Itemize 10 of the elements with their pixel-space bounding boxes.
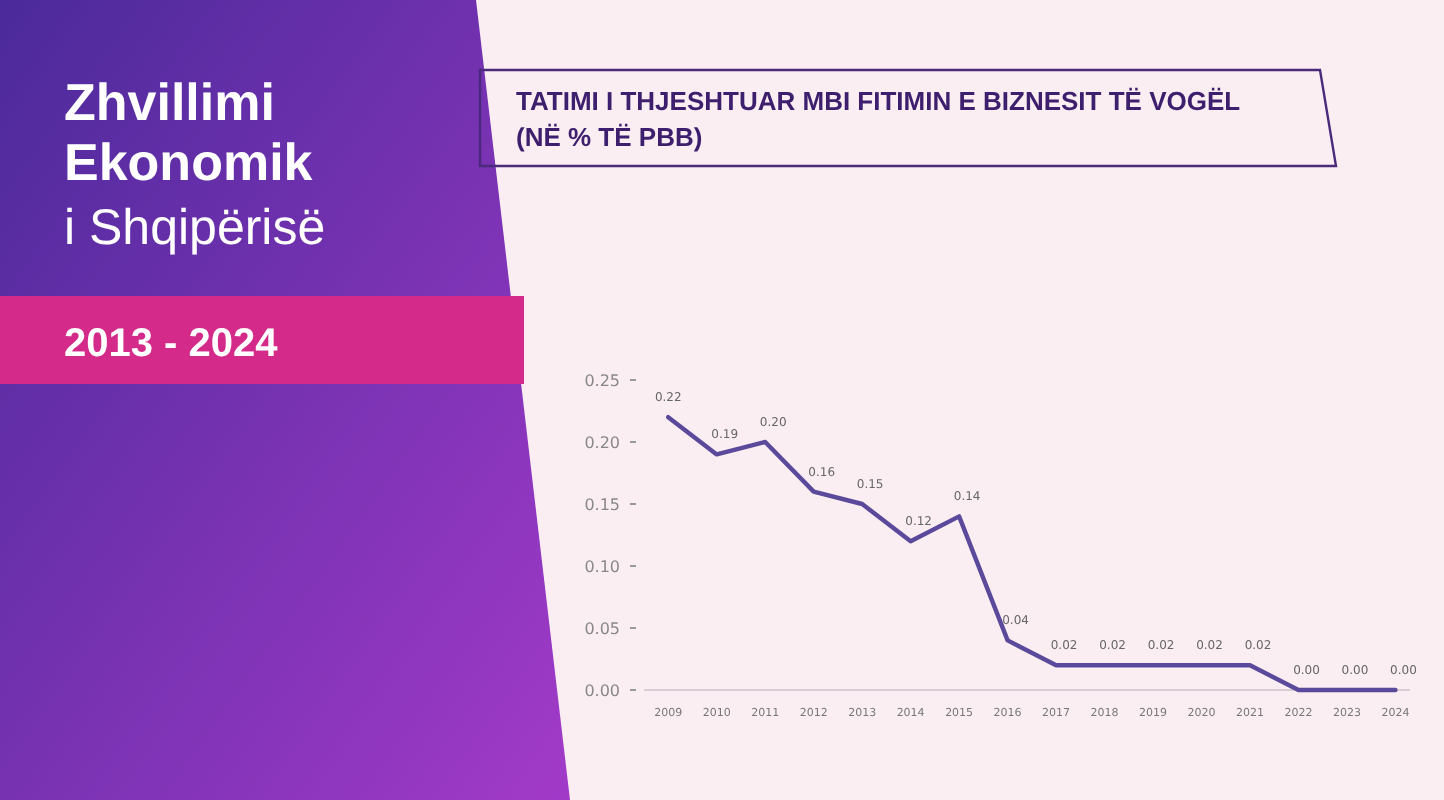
y-tick-label: 0.15 (584, 496, 620, 514)
text: 2013 - 2024 (64, 322, 280, 366)
chart-title: TATIMI I THJESHTUAR MBI FITIMIN E BIZNESIT TË VOGËL (NË % TË PBB) (516, 86, 1241, 152)
y-tick-label: 0.10 (584, 558, 620, 576)
y-tick-label: 0.05 (584, 620, 620, 638)
text: i Shqipërisë (64, 200, 326, 256)
text: Zhvillimi Ekonomik (64, 72, 314, 192)
y-tick-label: 0.20 (584, 434, 620, 452)
y-tick-label: 0.00 (584, 682, 620, 700)
y-tick-label: 0.25 (584, 372, 620, 390)
